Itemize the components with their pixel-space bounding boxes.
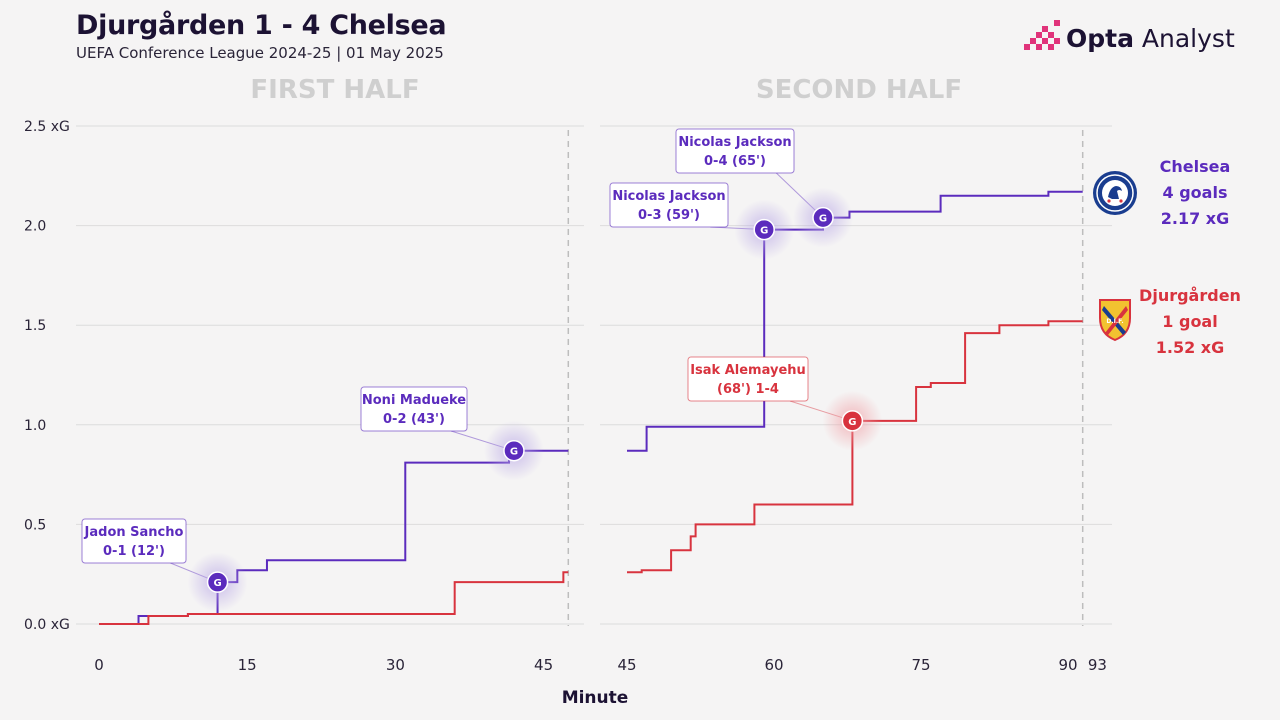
- chelsea-name: Chelsea: [1159, 157, 1231, 176]
- goal-marker: [841, 410, 864, 432]
- logo-text-regular: Analyst: [1133, 24, 1235, 53]
- goal-marker: [812, 206, 834, 229]
- goal-marker: [206, 571, 229, 593]
- goal-label-score: 0-3 (59'): [638, 208, 700, 223]
- logo-text-bold: Opta: [1066, 24, 1134, 53]
- half-label-0: FIRST HALF: [250, 75, 419, 105]
- djurgarden-summary: Djurgården 1 goal 1.52 xG: [1130, 283, 1250, 361]
- x-tick-label: 90: [1058, 656, 1077, 674]
- goal-label-scorer: Jadon Sancho: [84, 525, 184, 540]
- goal-label-box: [687, 356, 809, 402]
- goal-label-scorer: Noni Madueke: [362, 393, 466, 408]
- x-tick-label: 93: [1088, 656, 1107, 674]
- chelsea-xg: 2.17 xG: [1160, 209, 1230, 228]
- goal-label-box: [609, 182, 729, 228]
- y-tick-label: 0.5: [24, 517, 46, 533]
- chart-subtitle: UEFA Conference League 2024-25 | 01 May …: [76, 44, 444, 62]
- goal-label-score: 0-4 (65'): [704, 154, 766, 169]
- opta-logo-icon: [1024, 20, 1060, 50]
- x-tick-label: 30: [386, 656, 405, 674]
- goal-label-score: 0-1 (12'): [103, 544, 165, 559]
- series-line-djurgarden-1: [627, 320, 1083, 574]
- half-label-1: SECOND HALF: [756, 75, 962, 105]
- chelsea-summary: Chelsea 4 goals 2.17 xG: [1140, 154, 1250, 232]
- goal-marker-text: G: [213, 578, 221, 589]
- series-line-djurgarden-0: [99, 571, 569, 625]
- goal-label-scorer: Nicolas Jackson: [612, 189, 725, 204]
- goal-label-box: [675, 128, 795, 174]
- goal-label-score: (68') 1-4: [717, 382, 779, 397]
- djurgarden-xg: 1.52 xG: [1155, 338, 1225, 357]
- goal-label-box: [360, 386, 468, 432]
- opta-analyst-logo: Opta Analyst: [1024, 18, 1235, 62]
- goal-marker-text: G: [819, 214, 827, 225]
- djurgarden-crest-icon: D.I.F.: [1099, 299, 1131, 342]
- x-tick-label: 75: [911, 656, 930, 674]
- y-tick-label: 2.5 xG: [24, 119, 70, 135]
- goal-marker-text: G: [510, 447, 518, 458]
- chelsea-crest-icon: [1093, 171, 1137, 215]
- chelsea-goals: 4 goals: [1162, 183, 1228, 202]
- goal-marker-text: G: [760, 226, 768, 237]
- x-tick-label: 0: [94, 656, 104, 674]
- y-tick-label: 2.0: [24, 219, 46, 235]
- goal-label-score: 0-2 (43'): [383, 412, 445, 427]
- goal-label-scorer: Isak Alemayehu: [690, 363, 806, 378]
- chart-title: Djurgården 1 - 4 Chelsea: [76, 10, 447, 41]
- goal-label-box: [81, 518, 187, 564]
- goal-label-scorer: Nicolas Jackson: [678, 135, 791, 150]
- y-tick-label: 1.5: [24, 318, 46, 334]
- y-tick-label: 0.0 xG: [24, 617, 70, 633]
- x-tick-label: 45: [534, 656, 553, 674]
- x-tick-label: 15: [238, 656, 257, 674]
- x-tick-label: 60: [764, 656, 783, 674]
- djurgarden-goals: 1 goal: [1162, 312, 1218, 331]
- svg-text:D.I.F.: D.I.F.: [1106, 318, 1123, 325]
- x-axis-label: Minute: [562, 688, 629, 708]
- goal-marker: [753, 218, 775, 241]
- y-tick-label: 1.0: [24, 418, 46, 434]
- djurgarden-name: Djurgården: [1139, 286, 1241, 305]
- x-tick-label: 45: [617, 656, 636, 674]
- goal-marker-text: G: [848, 417, 856, 428]
- goal-marker: [503, 439, 525, 462]
